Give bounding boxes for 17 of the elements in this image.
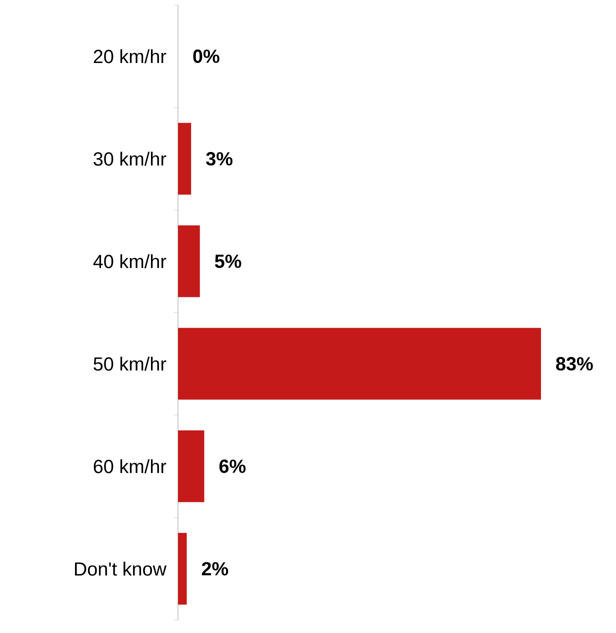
data-label: 0%	[193, 50, 220, 63]
bar	[178, 225, 200, 298]
y-tick-label: 40 km/hr	[93, 254, 166, 268]
data-label: 2%	[202, 562, 228, 576]
bar	[178, 532, 187, 605]
y-tick-label: 20 km/hr	[94, 49, 166, 64]
data-label: 6%	[219, 460, 246, 473]
bar	[178, 122, 192, 195]
bar	[178, 328, 541, 400]
data-label: 5%	[214, 254, 242, 268]
y-tick-label: Don't know	[75, 562, 167, 576]
y-tick-label: 60 km/hr	[94, 459, 166, 474]
y-tick-label: 30 km/hr	[94, 152, 166, 166]
bar	[178, 430, 204, 502]
data-label: 3%	[206, 152, 232, 166]
y-tick-label: 50 km/hr	[94, 356, 166, 371]
data-label: 83%	[556, 357, 593, 370]
